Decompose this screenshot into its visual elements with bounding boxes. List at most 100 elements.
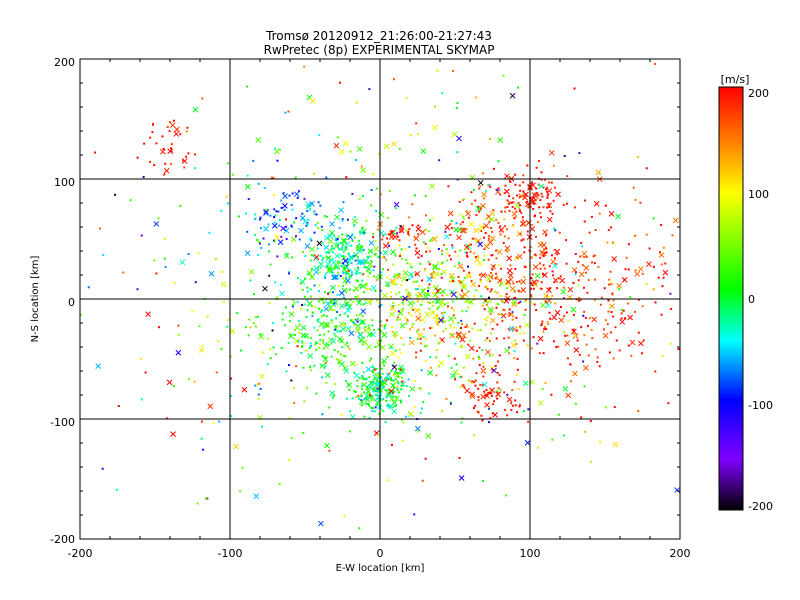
scatter-point <box>514 399 517 402</box>
scatter-point-cross <box>288 333 294 339</box>
scatter-point <box>371 265 374 268</box>
scatter-point <box>336 293 339 296</box>
scatter-point <box>483 217 486 220</box>
scatter-point <box>553 257 556 260</box>
scatter-point <box>455 106 458 109</box>
scatter-point <box>607 299 610 302</box>
scatter-point <box>520 211 523 214</box>
scatter-point <box>582 360 585 363</box>
scatter-point <box>533 214 536 217</box>
scatter-point <box>544 382 547 385</box>
scatter-point <box>349 303 352 306</box>
scatter-point <box>349 150 352 153</box>
scatter-point <box>421 300 424 303</box>
scatter-point <box>677 348 680 351</box>
scatter-point <box>456 296 459 299</box>
scatter-point <box>412 281 415 284</box>
scatter-point <box>288 364 291 367</box>
x-tick-label: -200 <box>68 547 93 560</box>
scatter-point <box>227 162 230 165</box>
scatter-point <box>387 268 390 271</box>
scatter-point <box>374 373 377 376</box>
scatter-point <box>513 380 516 383</box>
scatter-point <box>418 308 421 311</box>
scatter-point <box>408 293 411 296</box>
scatter-point <box>170 163 173 166</box>
scatter-point-cross <box>658 252 665 258</box>
scatter-point <box>276 296 279 299</box>
scatter-point <box>365 284 368 287</box>
scatter-point <box>543 325 546 328</box>
scatter-point <box>488 137 491 140</box>
scatter-point <box>328 260 331 263</box>
scatter-point <box>587 324 590 327</box>
scatter-point <box>490 288 493 291</box>
scatter-point <box>323 366 326 369</box>
scatter-point <box>471 237 474 240</box>
scatter-point <box>407 291 410 294</box>
scatter-point <box>273 216 276 219</box>
scatter-point <box>258 240 261 243</box>
scatter-point <box>399 318 402 321</box>
scatter-point <box>510 313 513 316</box>
scatter-point <box>542 248 545 251</box>
y-tick-label: 0 <box>68 296 75 309</box>
scatter-point <box>311 315 314 318</box>
scatter-point <box>448 280 451 283</box>
scatter-point <box>394 207 397 210</box>
scatter-point <box>301 212 304 215</box>
scatter-point <box>485 285 488 288</box>
scatter-point <box>136 288 139 291</box>
scatter-point <box>583 385 586 388</box>
scatter-point <box>358 243 361 246</box>
scatter-point <box>477 205 480 208</box>
scatter-point <box>313 326 316 329</box>
scatter-point <box>520 239 523 242</box>
scatter-point <box>545 188 548 191</box>
scatter-point <box>348 347 351 350</box>
scatter-point <box>308 208 311 211</box>
scatter-point <box>245 212 248 215</box>
scatter-point <box>580 326 583 329</box>
scatter-point <box>368 359 371 362</box>
scatter-point <box>447 305 450 308</box>
scatter-point <box>334 265 337 268</box>
scatter-point <box>578 353 581 356</box>
scatter-point <box>477 399 480 402</box>
scatter-point-cross <box>485 349 491 355</box>
scatter-point <box>139 357 142 360</box>
scatter-point-cross <box>529 225 536 232</box>
scatter-point <box>488 354 491 357</box>
scatter-point-cross <box>145 311 152 318</box>
scatter-point <box>257 397 260 400</box>
scatter-point <box>454 378 457 381</box>
scatter-point <box>610 282 613 285</box>
scatter-point <box>460 344 463 347</box>
scatter-point-cross <box>524 201 531 208</box>
scatter-point <box>459 249 462 252</box>
scatter-point <box>587 279 590 282</box>
scatter-point <box>362 320 365 323</box>
scatter-point <box>414 380 417 383</box>
scatter-point <box>577 260 580 263</box>
scatter-point <box>327 292 330 295</box>
scatter-point <box>453 265 456 268</box>
scatter-point <box>301 289 304 292</box>
scatter-point <box>341 220 344 223</box>
scatter-point <box>469 250 472 253</box>
scatter-point-cross <box>672 217 679 224</box>
scatter-point <box>648 247 651 250</box>
scatter-point <box>330 302 333 305</box>
scatter-point <box>470 243 473 246</box>
scatter-point <box>479 383 482 386</box>
scatter-point <box>364 261 367 264</box>
scatter-point <box>562 434 565 437</box>
scatter-point <box>386 479 389 482</box>
scatter-point <box>301 251 304 254</box>
scatter-point-cross <box>438 317 444 324</box>
scatter-point <box>158 326 161 329</box>
scatter-point <box>305 349 308 352</box>
scatter-point <box>342 354 345 357</box>
scatter-point <box>282 192 285 195</box>
scatter-point <box>153 259 156 262</box>
